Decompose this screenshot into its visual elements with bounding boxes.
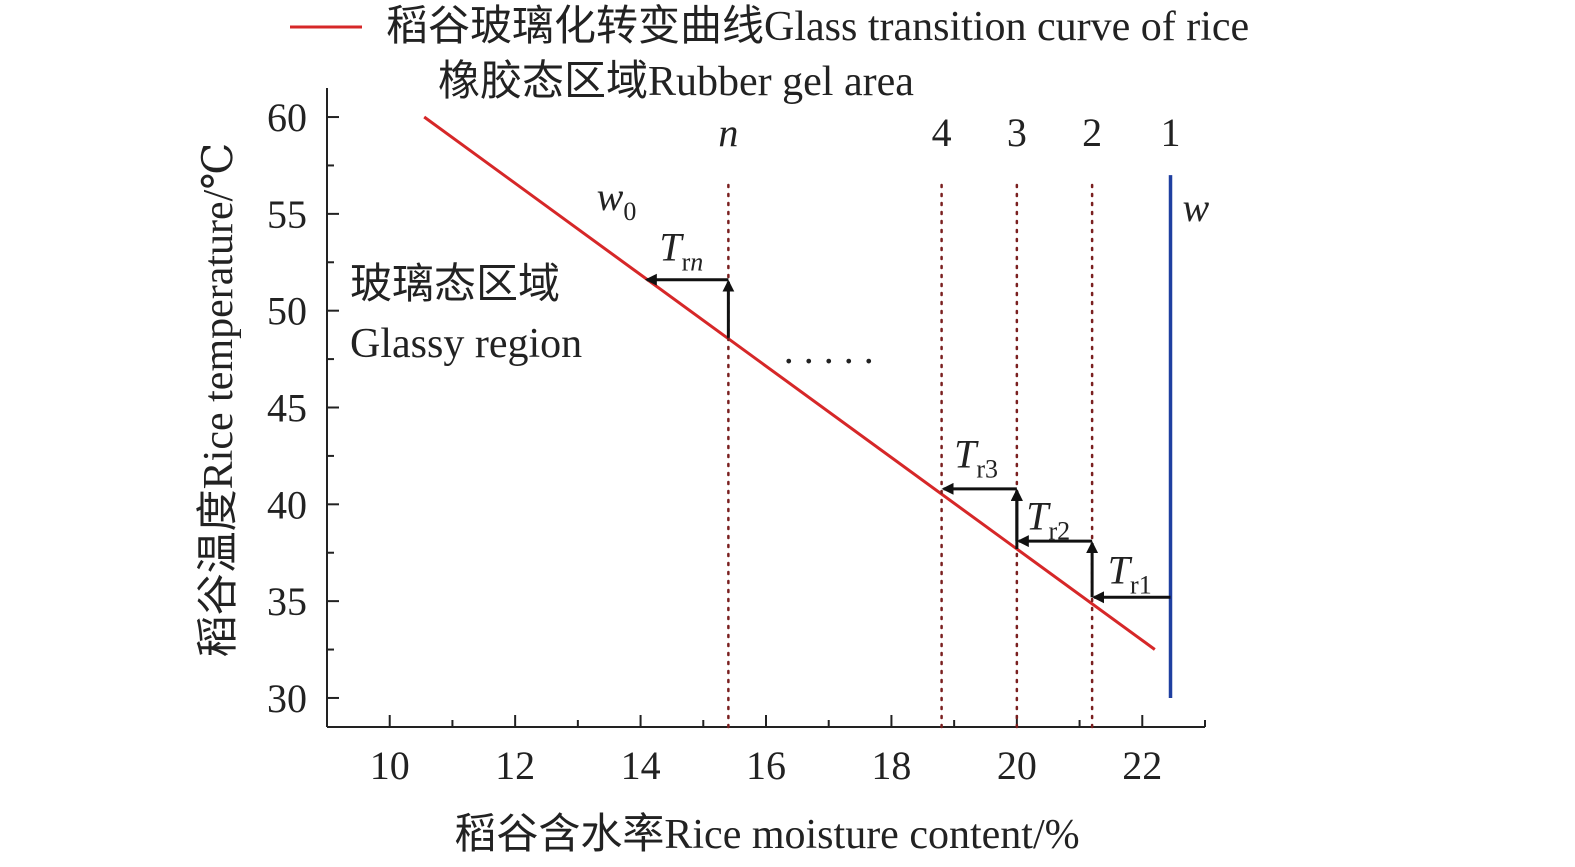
plot-area: 1 2 3 4 n w w0 Tr1 Tr2 Tr3 Trn . . . . .	[423, 110, 1210, 729]
step-r1: Tr1	[1086, 541, 1171, 604]
stage-label-2: 2	[1082, 110, 1102, 155]
y-tick-label: 45	[267, 386, 307, 431]
x-tick-label: 22	[1122, 743, 1162, 788]
glassy-region-label-cn: 玻璃态区域	[350, 262, 560, 308]
y-tick-label: 55	[267, 192, 307, 237]
step-label-r3: Tr3	[954, 432, 998, 484]
step-r3: Tr3	[941, 432, 1023, 549]
x-axis-ticks: 10 12 14 16 18 20 22	[326, 715, 1206, 788]
moisture-line-label: w	[1183, 185, 1210, 230]
y-tick-label: 30	[267, 676, 307, 721]
step-label-r2: Tr2	[1026, 493, 1070, 545]
stage-label-4: 4	[932, 110, 952, 155]
step-r2: Tr2	[1010, 488, 1093, 548]
step-rn: Trn	[644, 224, 735, 338]
legend: 稻谷玻璃化转变曲线Glass transition curve of rice …	[290, 3, 1249, 105]
y-tick-label: 35	[267, 579, 307, 624]
y-tick-label: 40	[267, 482, 307, 527]
stage-label-n: n	[718, 110, 738, 155]
x-tick-label: 12	[495, 743, 535, 788]
step-label-r1: Tr1	[1108, 548, 1152, 600]
glassy-region-label-en: Glassy region	[350, 321, 582, 367]
x-tick-label: 18	[871, 743, 911, 788]
x-tick-label: 14	[621, 743, 661, 788]
stage-label-3: 3	[1007, 110, 1027, 155]
ellipsis: . . . . .	[784, 327, 874, 372]
glass-transition-curve	[423, 115, 1156, 651]
rubber-region-label: 橡胶态区域Rubber gel area	[438, 58, 914, 105]
y-axis-label: 稻谷温度Rice temperature/℃	[196, 143, 242, 658]
stage-label-1: 1	[1161, 110, 1181, 155]
x-tick-label: 10	[370, 743, 410, 788]
y-tick-label: 50	[267, 289, 307, 334]
w0-label: w0	[597, 174, 637, 226]
y-tick-label: 60	[267, 95, 307, 140]
step-label-rn: Trn	[659, 224, 703, 276]
x-tick-label: 16	[746, 743, 786, 788]
legend-label-curve: 稻谷玻璃化转变曲线Glass transition curve of rice	[386, 3, 1249, 50]
y-axis-ticks: 30 35 40 45 50 55 60	[267, 95, 339, 721]
x-tick-label: 20	[997, 743, 1037, 788]
x-axis-label: 稻谷含水率Rice moisture content/%	[454, 811, 1079, 858]
